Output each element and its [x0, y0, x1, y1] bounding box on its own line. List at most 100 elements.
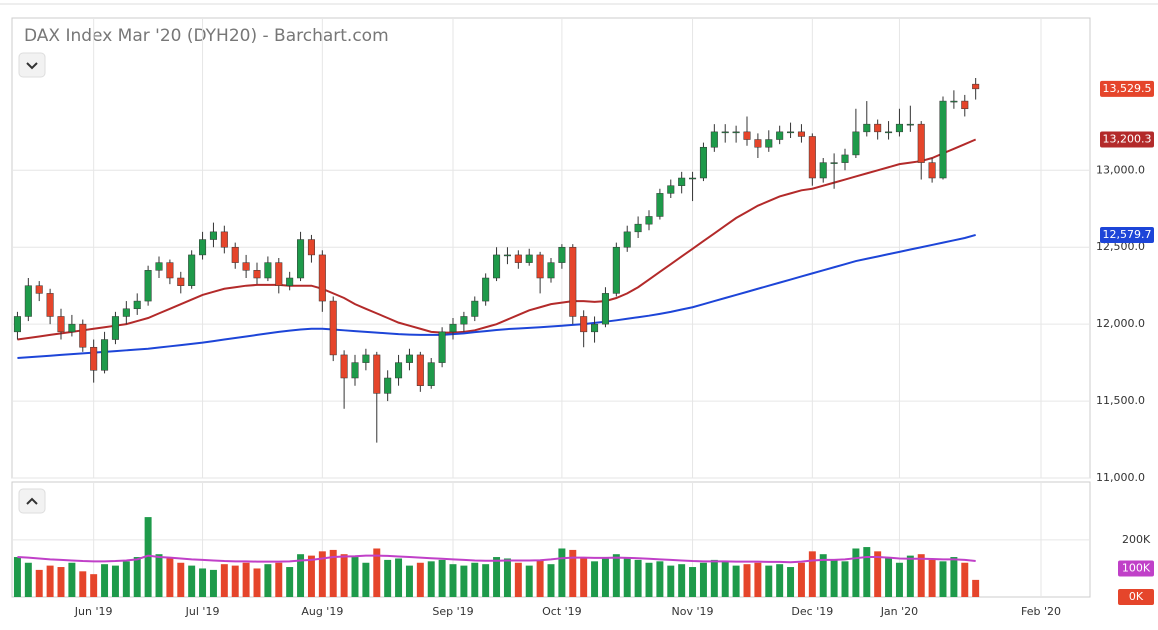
volume-bar	[264, 564, 272, 597]
x-tick-label: Jul '19	[185, 605, 220, 618]
value-badge-label: 12,579.7	[1103, 228, 1152, 241]
collapse-button[interactable]	[18, 52, 46, 78]
candle-body	[79, 323, 87, 348]
volume-bar	[482, 564, 490, 597]
volume-bar	[808, 551, 816, 597]
volume-bar	[710, 559, 718, 597]
volume-bar	[351, 557, 359, 597]
volume-bar	[166, 558, 174, 597]
x-tick-label: Sep '19	[432, 605, 473, 618]
volume-bar	[209, 569, 217, 597]
candle-body	[797, 131, 805, 137]
volume-bar	[721, 561, 729, 597]
candle-body	[634, 223, 642, 233]
candle-body	[188, 254, 196, 286]
candle-body	[972, 83, 980, 90]
candle-body	[569, 246, 577, 317]
grid	[12, 18, 1090, 597]
candle-body	[852, 131, 860, 156]
candle-body	[166, 262, 174, 279]
candle-body	[482, 277, 490, 302]
candle-body	[514, 254, 522, 263]
volume-bar	[427, 561, 435, 597]
candle-body	[177, 277, 185, 286]
volume-bar	[188, 565, 196, 597]
y-tick-label: 11,000.0	[1096, 471, 1145, 484]
volume-bar	[863, 547, 871, 597]
volume-bar	[395, 558, 403, 597]
volume-bar	[13, 557, 21, 597]
volume-bar	[111, 565, 119, 597]
candle-body	[623, 231, 631, 248]
volume-bar	[460, 565, 468, 597]
volume-bar	[547, 564, 555, 597]
volume-bar	[754, 562, 762, 597]
expand-button[interactable]	[18, 488, 46, 514]
volume-bar	[678, 564, 686, 597]
candle-body	[841, 154, 849, 163]
candle-body	[471, 300, 479, 317]
volume-bar	[569, 549, 577, 597]
candle-body	[699, 146, 707, 179]
candle-body	[286, 277, 294, 286]
volume-bar	[819, 554, 827, 597]
volume-bar	[416, 562, 424, 597]
volume-bar	[830, 559, 838, 597]
candle-body	[547, 262, 555, 279]
candle-body	[721, 131, 729, 134]
candle-body	[885, 131, 893, 134]
volume-bar	[471, 562, 479, 597]
volume-bar	[906, 555, 914, 597]
volume-bar	[895, 562, 903, 597]
volume-bar	[874, 551, 882, 597]
candle-body	[732, 131, 740, 134]
candle-body	[591, 323, 599, 333]
volume-bar	[885, 557, 893, 597]
candle-body	[122, 308, 130, 317]
candle-body	[460, 316, 468, 325]
volume-bar	[950, 557, 958, 597]
volume-bar	[656, 561, 664, 597]
candle-body	[111, 316, 119, 340]
candle-body	[580, 316, 588, 333]
volume-bar	[405, 565, 413, 597]
value-badge-label: 13,200.3	[1103, 132, 1152, 145]
volume-bar	[852, 548, 860, 597]
candle-body	[710, 131, 718, 148]
candle-body	[830, 162, 838, 164]
candle-body	[558, 246, 566, 263]
volume-bar	[79, 571, 87, 597]
candle-body	[656, 193, 664, 217]
volume-bar	[318, 551, 326, 597]
candle-body	[199, 239, 207, 256]
value-badge	[1118, 589, 1154, 605]
candle-body	[667, 185, 675, 194]
candle-body	[35, 285, 43, 294]
candle-body	[906, 123, 914, 126]
chart-title: DAX Index Mar '20 (DYH20) - Barchart.com	[24, 26, 389, 46]
candle-body	[950, 100, 958, 103]
value-badge-label: 0K	[1129, 590, 1144, 603]
candle-body	[776, 131, 784, 140]
candle-body	[68, 323, 76, 333]
x-tick-label: Dec '19	[791, 605, 833, 618]
volume-bar	[144, 517, 152, 597]
volume-bar	[57, 567, 65, 597]
volume-bar	[231, 565, 239, 597]
y-tick-label: 11,500.0	[1096, 394, 1145, 407]
volume-bar	[177, 562, 185, 597]
volume-bar	[362, 562, 370, 597]
candle-body	[253, 270, 261, 279]
volume-bar	[699, 562, 707, 597]
candle-body	[503, 254, 511, 257]
moving-average-line	[17, 234, 976, 359]
value-badge	[1100, 226, 1154, 243]
volume-bar	[329, 549, 337, 597]
candle-body	[493, 254, 501, 279]
candle-body	[874, 123, 882, 133]
volume-bar	[384, 559, 392, 597]
volume-bar	[591, 561, 599, 597]
candle-body	[133, 300, 141, 310]
candle-body	[917, 123, 925, 163]
